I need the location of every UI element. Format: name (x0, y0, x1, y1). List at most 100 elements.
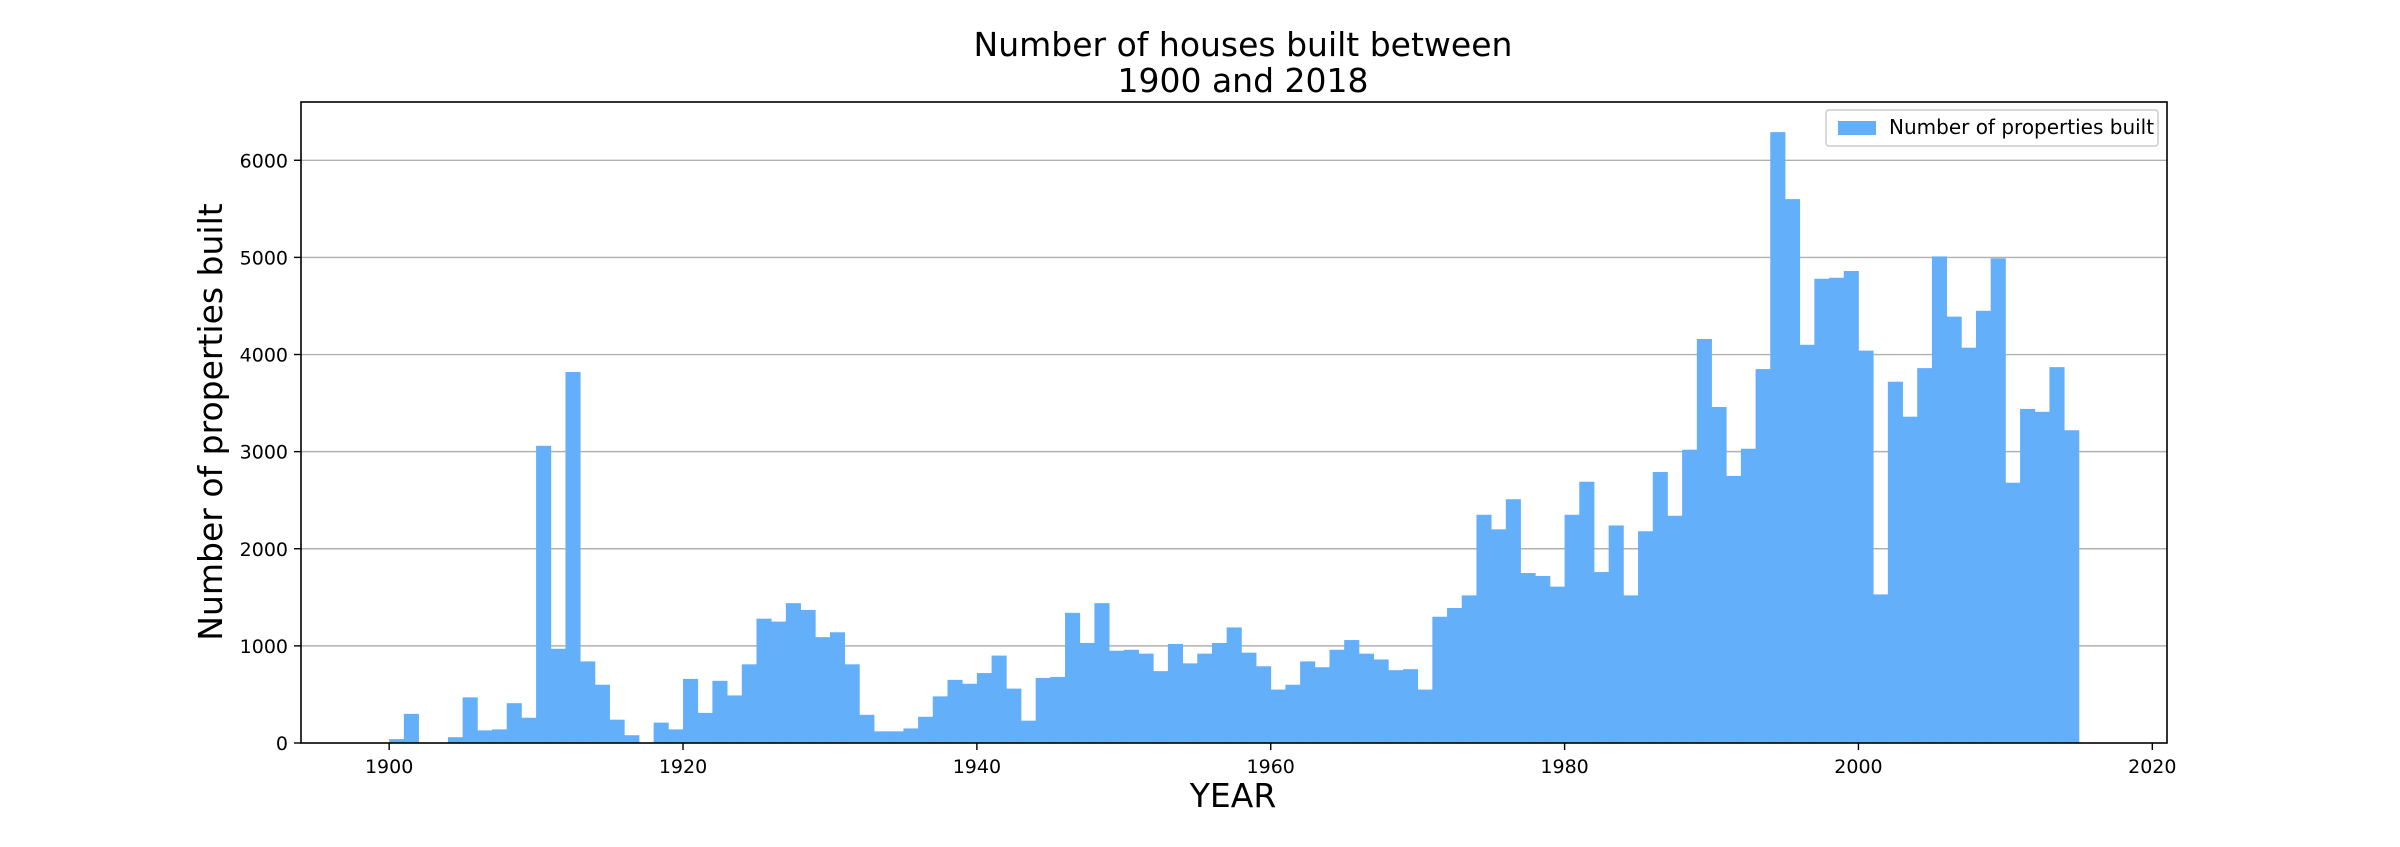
bar-1955 (1197, 653, 1213, 743)
bar-1929 (815, 637, 831, 743)
bar-1926 (771, 621, 787, 743)
bar-1928 (800, 609, 816, 743)
bar-1904 (447, 737, 464, 743)
bar-2006 (1946, 316, 1962, 743)
bar-1945 (1050, 676, 1066, 743)
gridlines (301, 159, 2167, 647)
bar-1946 (1065, 612, 1081, 743)
bar-1974 (1476, 514, 1492, 743)
bar-1901 (403, 713, 419, 743)
bar-1912 (565, 371, 581, 743)
bar-1965 (1344, 640, 1360, 743)
bar-1927 (785, 603, 801, 743)
bar-1993 (1755, 369, 1771, 743)
bar-1988 (1682, 449, 1698, 743)
bar-1950 (1123, 649, 1139, 743)
chart-title-line2: 1900 and 2018 (1117, 61, 1368, 100)
bar-1970 (1417, 689, 1433, 743)
x-tick-label: 2020 (2128, 756, 2176, 778)
bar-1996 (1799, 344, 1815, 743)
bar-1934 (888, 731, 904, 743)
bar-2010 (2005, 482, 2021, 743)
bar-1986 (1652, 472, 1668, 743)
x-tick-label: 1980 (1540, 756, 1588, 778)
bar-1973 (1461, 595, 1477, 743)
legend-swatch (1838, 121, 1876, 135)
y-tick-label: 1000 (240, 636, 288, 658)
bar-1908 (506, 703, 522, 743)
bar-2009 (1990, 258, 2006, 743)
bar-1968 (1388, 670, 1404, 743)
y-axis-label: Number of properties built (191, 203, 230, 640)
plot-frame (300, 101, 2168, 744)
bar-1900 (389, 739, 405, 743)
bar-1994 (1770, 132, 1786, 744)
bar-1939 (962, 683, 978, 743)
bar-1954 (1182, 663, 1198, 743)
bar-1907 (492, 729, 508, 743)
bar-1913 (580, 661, 596, 743)
bar-1990 (1711, 406, 1727, 743)
bar-1989 (1696, 338, 1712, 743)
bar-1938 (947, 679, 963, 743)
y-tick-label: 4000 (240, 345, 288, 367)
bar-1971 (1432, 616, 1448, 743)
bar-1987 (1667, 515, 1683, 743)
legend: Number of properties built (1825, 109, 2159, 147)
bar-1972 (1447, 608, 1463, 743)
bar-1940 (976, 673, 992, 743)
y-tick-label: 3000 (240, 442, 288, 464)
bar-2004 (1917, 368, 1933, 743)
bars (389, 132, 2080, 744)
bar-1998 (1829, 277, 1845, 743)
bar-2005 (1931, 256, 1948, 743)
bar-1964 (1329, 649, 1345, 743)
bar-2000 (1858, 350, 1874, 743)
bar-1925 (756, 618, 772, 743)
bar-1979 (1549, 586, 1565, 743)
bar-1960 (1270, 689, 1286, 743)
bar-1906 (477, 730, 493, 743)
bar-1948 (1094, 603, 1110, 743)
y-tick-label: 5000 (240, 247, 288, 269)
bar-1981 (1579, 481, 1595, 743)
bar-1969 (1402, 669, 1419, 743)
bar-1944 (1035, 677, 1051, 743)
bar-1918 (653, 722, 669, 743)
bar-1911 (550, 648, 566, 743)
bar-1980 (1564, 514, 1580, 743)
bar-1932 (859, 714, 875, 743)
bar-1931 (844, 664, 860, 743)
bar-1976 (1505, 499, 1521, 743)
bar-1920 (683, 678, 699, 743)
bar-1921 (697, 712, 713, 743)
legend-label: Number of properties built (1889, 115, 2154, 139)
chart-title-line1: Number of houses built between (974, 25, 1513, 64)
bar-2001 (1873, 594, 1889, 743)
y-tick-label: 2000 (240, 539, 288, 561)
bar-1905 (462, 697, 478, 743)
bar-1961 (1285, 684, 1301, 743)
bar-2013 (2049, 367, 2065, 743)
bar-1936 (918, 716, 934, 743)
bar-1962 (1300, 661, 1316, 743)
bar-1995 (1784, 199, 1801, 743)
bar-2012 (2034, 411, 2050, 743)
bar-1958 (1241, 652, 1257, 743)
bar-2011 (2020, 408, 2036, 743)
x-axis: 1900 1920 1940 1960 1980 2000 2020 (365, 743, 2176, 778)
bar-2003 (1902, 416, 1918, 743)
bar-1933 (874, 731, 890, 743)
bar-1919 (668, 729, 684, 743)
bar-1999 (1843, 270, 1859, 743)
bar-1957 (1226, 627, 1242, 743)
bar-1915 (609, 719, 625, 743)
bar-2014 (2064, 430, 2080, 743)
bar-1992 (1740, 448, 1756, 743)
y-tick-label: 6000 (240, 150, 288, 172)
bar-1984 (1623, 595, 1639, 743)
bar-1978 (1535, 575, 1551, 743)
bar-1952 (1153, 671, 1169, 743)
bar-1949 (1109, 650, 1125, 743)
